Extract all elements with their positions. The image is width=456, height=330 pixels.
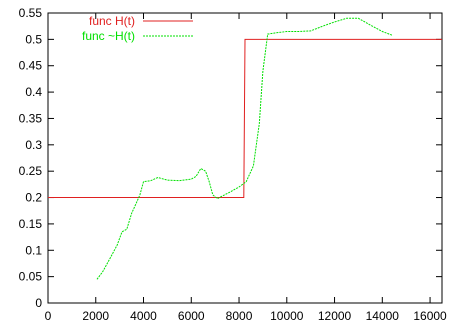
x-tick-label: 4000 bbox=[130, 309, 157, 323]
y-tick-label: 0.55 bbox=[19, 6, 43, 20]
x-tick-label: 12000 bbox=[318, 309, 352, 323]
y-tick-label: 0.05 bbox=[19, 270, 43, 284]
series-layer bbox=[48, 17, 442, 280]
x-tick-label: 2000 bbox=[82, 309, 109, 323]
plot-border bbox=[47, 12, 443, 304]
plot-frame bbox=[47, 12, 443, 304]
x-axis: 0 2000 4000 6000 8000 10000 12000 14000 16000 bbox=[45, 13, 447, 323]
y-tick-label: 0.4 bbox=[25, 85, 42, 99]
y-tick-label: 0.45 bbox=[19, 59, 43, 73]
y-tick-label: 0.25 bbox=[19, 164, 43, 178]
x-tick-label: 6000 bbox=[178, 309, 205, 323]
y-tick-label: 0.2 bbox=[25, 191, 42, 205]
x-tick-label: 16000 bbox=[413, 309, 447, 323]
x-tick-label: 8000 bbox=[226, 309, 253, 323]
y-tick-label: 0.15 bbox=[19, 217, 43, 231]
legend-label-2: func ~H(t) bbox=[82, 29, 135, 43]
series-line-1 bbox=[48, 38, 442, 198]
legend: func H(t)func ~H(t) bbox=[82, 14, 193, 43]
y-tick-label: 0.5 bbox=[25, 32, 42, 46]
x-tick-label: 14000 bbox=[366, 309, 400, 323]
y-tick-label: 0 bbox=[35, 296, 42, 310]
legend-label-1: func H(t) bbox=[89, 14, 135, 28]
y-tick-label: 0.1 bbox=[25, 243, 42, 257]
y-tick-label: 0.3 bbox=[25, 138, 42, 152]
y-tick-label: 0.35 bbox=[19, 111, 43, 125]
series-line-2 bbox=[96, 17, 393, 280]
x-tick-label: 0 bbox=[45, 309, 52, 323]
x-tick-label: 10000 bbox=[270, 309, 304, 323]
y-axis: 0 0.05 0.1 0.15 0.2 0.25 0.3 0.35 0.4 0.45 0.5 0.55 bbox=[19, 6, 442, 310]
